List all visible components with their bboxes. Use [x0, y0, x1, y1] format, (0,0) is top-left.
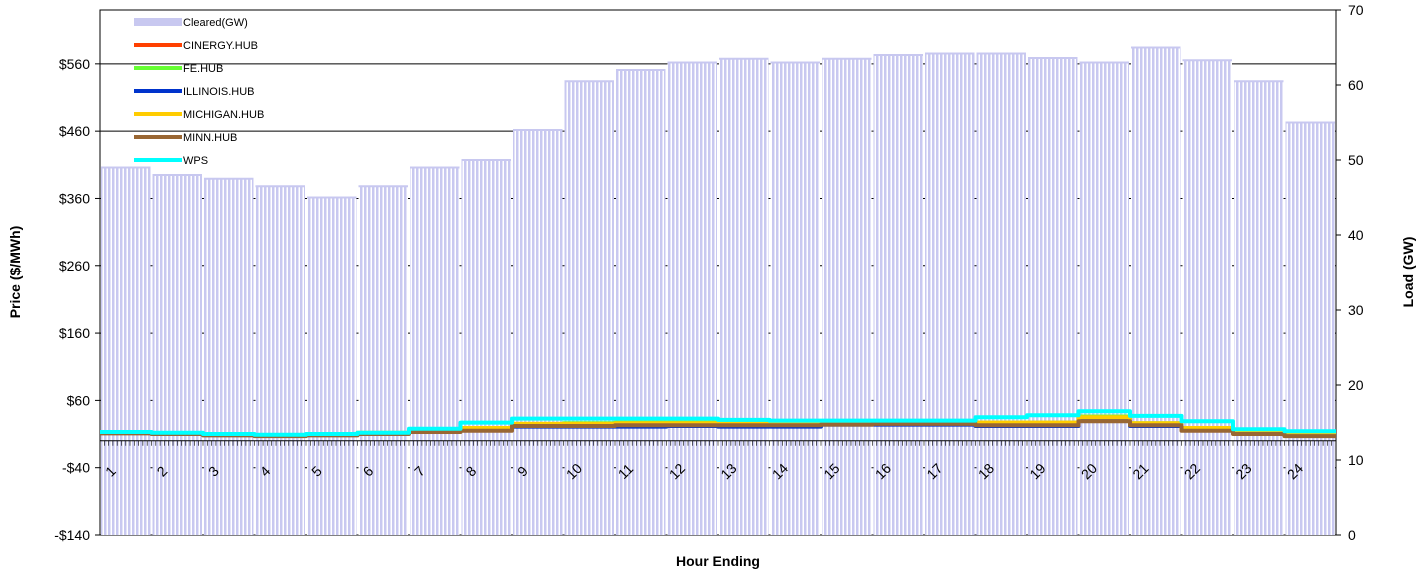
load-bar-16 — [873, 55, 923, 535]
load-bar-1 — [101, 167, 151, 535]
load-bar-21 — [1131, 47, 1181, 535]
left-tick-label-6: $460 — [59, 123, 90, 139]
price-lines — [100, 409, 1336, 439]
load-bar-22 — [1182, 60, 1232, 535]
load-bar-24 — [1285, 122, 1335, 535]
right-tick-label-0: 0 — [1348, 527, 1356, 543]
left-tick-label-4: $260 — [59, 258, 90, 274]
right-tick-label-4: 40 — [1348, 227, 1364, 243]
left-tick-label-1: -$40 — [62, 460, 90, 476]
load-bars — [101, 46, 1335, 535]
load-bar-13 — [719, 58, 769, 535]
load-bar-11 — [616, 70, 666, 535]
legend-label-cinergy-hub: CINERGY.HUB — [183, 40, 258, 52]
left-axis-title: Price ($/MWh) — [7, 226, 23, 319]
load-bar-2 — [152, 175, 202, 535]
plot-area — [99, 9, 1337, 536]
right-axis-title: Load (GW) — [1400, 237, 1416, 308]
right-tick-label-1: 10 — [1348, 452, 1364, 468]
legend-label-cleared-gw-: Cleared(GW) — [183, 17, 248, 29]
right-axis: 0 10 20 30 40 50 60 70 — [1336, 2, 1364, 543]
load-bar-4 — [255, 186, 305, 535]
left-axis: -$140 -$40 $60 $160 $260 $360 $460 $560 — [54, 56, 100, 543]
right-tick-label-7: 70 — [1348, 2, 1364, 18]
load-bar-18 — [976, 53, 1026, 535]
load-bar-14 — [770, 62, 820, 535]
right-tick-label-3: 30 — [1348, 302, 1364, 318]
load-bar-17 — [925, 53, 975, 535]
left-tick-label-0: -$140 — [54, 527, 90, 543]
load-bar-15 — [822, 58, 872, 535]
gridlines — [100, 63, 1336, 469]
load-bar-19 — [1028, 58, 1078, 535]
load-bar-3 — [204, 178, 254, 535]
legend-label-illinois-hub: ILLINOIS.HUB — [183, 86, 255, 98]
legend-label-minn-hub: MINN.HUB — [183, 132, 237, 144]
left-tick-label-3: $160 — [59, 325, 90, 341]
right-tick-label-2: 20 — [1348, 377, 1364, 393]
load-bar-12 — [667, 62, 717, 535]
load-bar-5 — [307, 197, 357, 535]
legend: Cleared(GW) CINERGY.HUB FE.HUB ILLINOIS.HUB… — [134, 17, 264, 167]
load-bar-8 — [461, 160, 511, 535]
left-tick-label-5: $360 — [59, 190, 90, 206]
load-bar-23 — [1234, 81, 1284, 535]
load-bar-9 — [513, 130, 563, 535]
price-line-wps — [100, 409, 1336, 437]
legend-label-wps: WPS — [183, 155, 208, 167]
legend-label-fe-hub: FE.HUB — [183, 63, 223, 75]
right-tick-label-6: 60 — [1348, 77, 1364, 93]
load-bar-20 — [1079, 62, 1129, 535]
load-bar-10 — [564, 81, 614, 535]
left-tick-label-2: $60 — [67, 392, 91, 408]
category-minor-ticks — [99, 440, 1337, 446]
right-tick-label-5: 50 — [1348, 152, 1364, 168]
load-bar-7 — [410, 167, 460, 535]
load-bar-6 — [358, 186, 408, 535]
x-axis-title: Hour Ending — [676, 553, 760, 569]
legend-label-michigan-hub: MICHIGAN.HUB — [183, 109, 264, 121]
left-tick-label-7: $560 — [59, 56, 90, 72]
